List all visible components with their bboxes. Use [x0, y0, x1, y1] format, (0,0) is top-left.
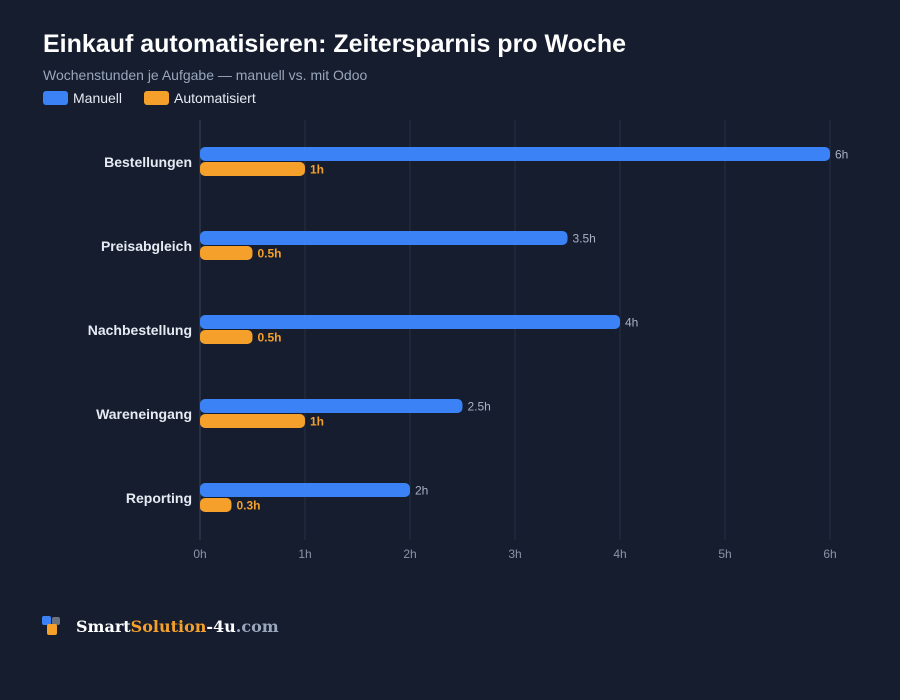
- x-tick-label-2: 2h: [403, 547, 416, 561]
- brand-part-solution: Solution: [130, 616, 207, 636]
- bar-automated-3: [200, 414, 305, 428]
- x-tick-label-4: 4h: [613, 547, 626, 561]
- brand-part-domain: .com: [235, 616, 279, 636]
- value-label-automated-1: 0.5h: [258, 247, 282, 261]
- category-label-4: Reporting: [126, 490, 192, 506]
- bar-manual-2: [200, 315, 620, 329]
- value-label-automated-2: 0.5h: [258, 331, 282, 345]
- category-label-3: Wareneingang: [96, 406, 192, 422]
- category-label-1: Preisabgleich: [101, 238, 192, 254]
- category-label-0: Bestellungen: [104, 154, 192, 170]
- bar-automated-1: [200, 246, 253, 260]
- footer-brand: SmartSolution-4u.com: [42, 616, 279, 636]
- value-label-automated-0: 1h: [310, 163, 324, 177]
- chart-title: Einkauf automatisieren: Zeitersparnis pr…: [43, 30, 627, 58]
- brand-part-4u: -4u: [206, 616, 236, 636]
- bar-chart: 0h 1h 2h 3h 4h 5h 6h Bestellungen 6h 1h Preisabgle…: [88, 120, 848, 561]
- x-tick-label-3: 3h: [508, 547, 521, 561]
- legend-swatch-manual: [43, 91, 68, 105]
- brand-part-smart: Smart: [76, 616, 131, 636]
- legend-swatch-automated: [144, 91, 170, 105]
- bar-automated-2: [200, 330, 253, 344]
- bar-automated-4: [200, 498, 232, 512]
- legend-label-automated: Automatisiert: [174, 90, 256, 106]
- brand-name: SmartSolution-4u.com: [76, 617, 279, 636]
- category-label-2: Nachbestellung: [88, 322, 192, 338]
- value-label-manual-4: 2h: [415, 484, 428, 498]
- legend-item-automated: Automatisiert: [144, 90, 256, 106]
- legend-item-manual: Manuell: [43, 90, 122, 106]
- bar-manual-1: [200, 231, 568, 245]
- bar-automated-0: [200, 162, 305, 176]
- value-label-automated-4: 0.3h: [237, 499, 261, 513]
- value-label-manual-0: 6h: [835, 148, 848, 162]
- bar-manual-4: [200, 483, 410, 497]
- value-label-automated-3: 1h: [310, 415, 324, 429]
- x-tick-label-0: 0h: [193, 547, 206, 561]
- x-tick-label-5: 5h: [718, 547, 731, 561]
- legend-label-manual: Manuell: [73, 90, 123, 106]
- value-label-manual-1: 3.5h: [573, 232, 596, 246]
- bar-manual-0: [200, 147, 830, 161]
- value-label-manual-3: 2.5h: [468, 400, 491, 414]
- legend: Manuell Automatisiert: [43, 90, 278, 106]
- chart-subtitle: Wochenstunden je Aufgabe — manuell vs. m…: [43, 67, 368, 83]
- x-tick-label-6: 6h: [823, 547, 836, 561]
- value-label-manual-2: 4h: [625, 316, 638, 330]
- squares-logo-icon: [42, 616, 62, 636]
- x-tick-label-1: 1h: [298, 547, 311, 561]
- bar-manual-3: [200, 399, 463, 413]
